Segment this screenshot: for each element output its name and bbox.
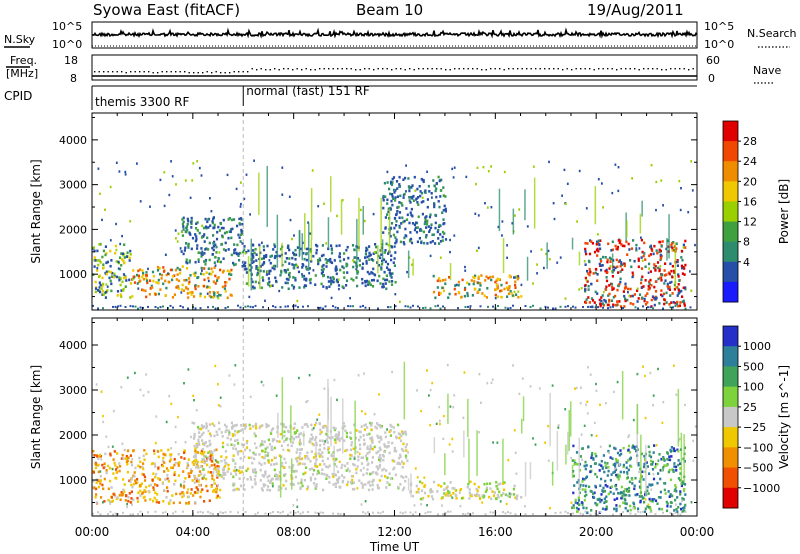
colorbar-segment xyxy=(723,221,738,243)
cpid-label: CPID xyxy=(4,89,32,103)
y-tick-label: 3000 xyxy=(59,179,87,192)
date-label: 19/Aug/2011 xyxy=(587,1,684,19)
y-tick-label: 4000 xyxy=(59,339,87,352)
y-tick-label: 1000 xyxy=(59,474,87,487)
colorbar-tick-label: −1000 xyxy=(743,482,780,495)
colorbar-segment xyxy=(723,487,738,509)
colorbar-segment xyxy=(723,346,738,367)
freq-label-line2: [MHz] xyxy=(6,67,38,80)
freq-tick-bottom: 8 xyxy=(70,72,77,85)
y-axis-label: Slant Range [km] xyxy=(29,365,43,469)
power-heatmap xyxy=(92,159,696,310)
colorbar-tick-label: 1000 xyxy=(743,340,771,353)
vel-heatmap xyxy=(92,361,697,516)
colorbar-tick-label: 12 xyxy=(743,216,757,229)
x-tick-label: 16:00 xyxy=(478,525,513,539)
y-tick-label: 3000 xyxy=(59,384,87,397)
colorbar-tick-label: 24 xyxy=(743,155,757,168)
nsky-label: N.Sky xyxy=(4,33,36,46)
colorbar-segment xyxy=(723,427,738,448)
nsky-trace xyxy=(91,27,698,39)
colorbar-tick-label: 100 xyxy=(743,381,764,394)
beam-label: Beam 10 xyxy=(356,1,423,19)
colorbar-segment xyxy=(723,141,738,162)
y-tick-label: 1000 xyxy=(59,268,87,281)
freq-label-line1: Freq. xyxy=(10,54,37,67)
colorbar-tick-label: −25 xyxy=(743,421,766,434)
colorbar-label: Power [dB] xyxy=(777,179,791,244)
colorbar-tick-label: −500 xyxy=(743,462,773,475)
colorbar-segment xyxy=(723,406,738,428)
x-tick-label: 12:00 xyxy=(377,525,412,539)
colorbar-segment xyxy=(723,201,738,223)
colorbar-segment xyxy=(723,181,738,202)
x-tick-label: 00:00 xyxy=(680,525,715,539)
freq-tick-top: 18 xyxy=(64,54,78,67)
nave-label: Nave xyxy=(753,64,781,77)
colorbar-tick-label: 16 xyxy=(743,195,757,208)
x-tick-label: 04:00 xyxy=(176,525,211,539)
nsky-tick-top-left: 10^5 xyxy=(52,20,82,33)
colorbar-tick-label: 500 xyxy=(743,360,764,373)
nsky-tick-bottom-left: 10^0 xyxy=(52,38,82,51)
cpid-mode-label: normal (fast) 151 RF xyxy=(246,84,370,98)
freq-panel-frame xyxy=(91,54,698,81)
colorbar-segment xyxy=(723,386,738,408)
colorbar-tick-label: 20 xyxy=(743,175,757,188)
y-tick-label: 2000 xyxy=(59,223,87,236)
colorbar-segment xyxy=(723,161,738,182)
radar-title: Syowa East (fitACF) xyxy=(93,1,240,19)
x-tick-label: 20:00 xyxy=(579,525,614,539)
colorbar-tick-label: 4 xyxy=(743,256,750,269)
colorbar-segment xyxy=(723,366,738,388)
x-tick-label: 00:00 xyxy=(75,525,110,539)
colorbar-segment xyxy=(723,241,738,263)
colorbar-tick-label: −100 xyxy=(743,441,773,454)
nave-tick-bottom: 0 xyxy=(708,72,715,85)
colorbar-label: Velocity [m s^-1] xyxy=(777,365,791,469)
nsearch-tick-bottom-right: 10^0 xyxy=(704,38,734,51)
frequency-dots xyxy=(94,68,694,74)
y-axis-label: Slant Range [km] xyxy=(29,159,43,263)
colorbar-tick-label: 28 xyxy=(743,135,757,148)
colorbar-segment xyxy=(723,121,738,142)
colorbar-segment xyxy=(723,326,738,347)
colorbar-segment xyxy=(723,281,738,303)
colorbar-tick-label: 25 xyxy=(743,401,757,414)
y-tick-label: 4000 xyxy=(59,134,87,147)
colorbar-segment xyxy=(723,467,738,489)
colorbar-tick-label: 8 xyxy=(743,236,750,249)
x-axis-label: Time UT xyxy=(369,540,420,554)
colorbar-frame xyxy=(722,120,739,303)
nsearch-tick-top-right: 10^5 xyxy=(704,20,734,33)
cpid-mode-label: themis 3300 RF xyxy=(95,95,189,109)
colorbar-segment xyxy=(723,447,738,469)
x-tick-label: 08:00 xyxy=(276,525,311,539)
nsearch-label: N.Search xyxy=(747,27,797,40)
colorbar-frame xyxy=(722,325,739,509)
colorbar-segment xyxy=(723,261,738,283)
y-tick-label: 2000 xyxy=(59,429,87,442)
nave-tick-top: 60 xyxy=(706,54,720,67)
